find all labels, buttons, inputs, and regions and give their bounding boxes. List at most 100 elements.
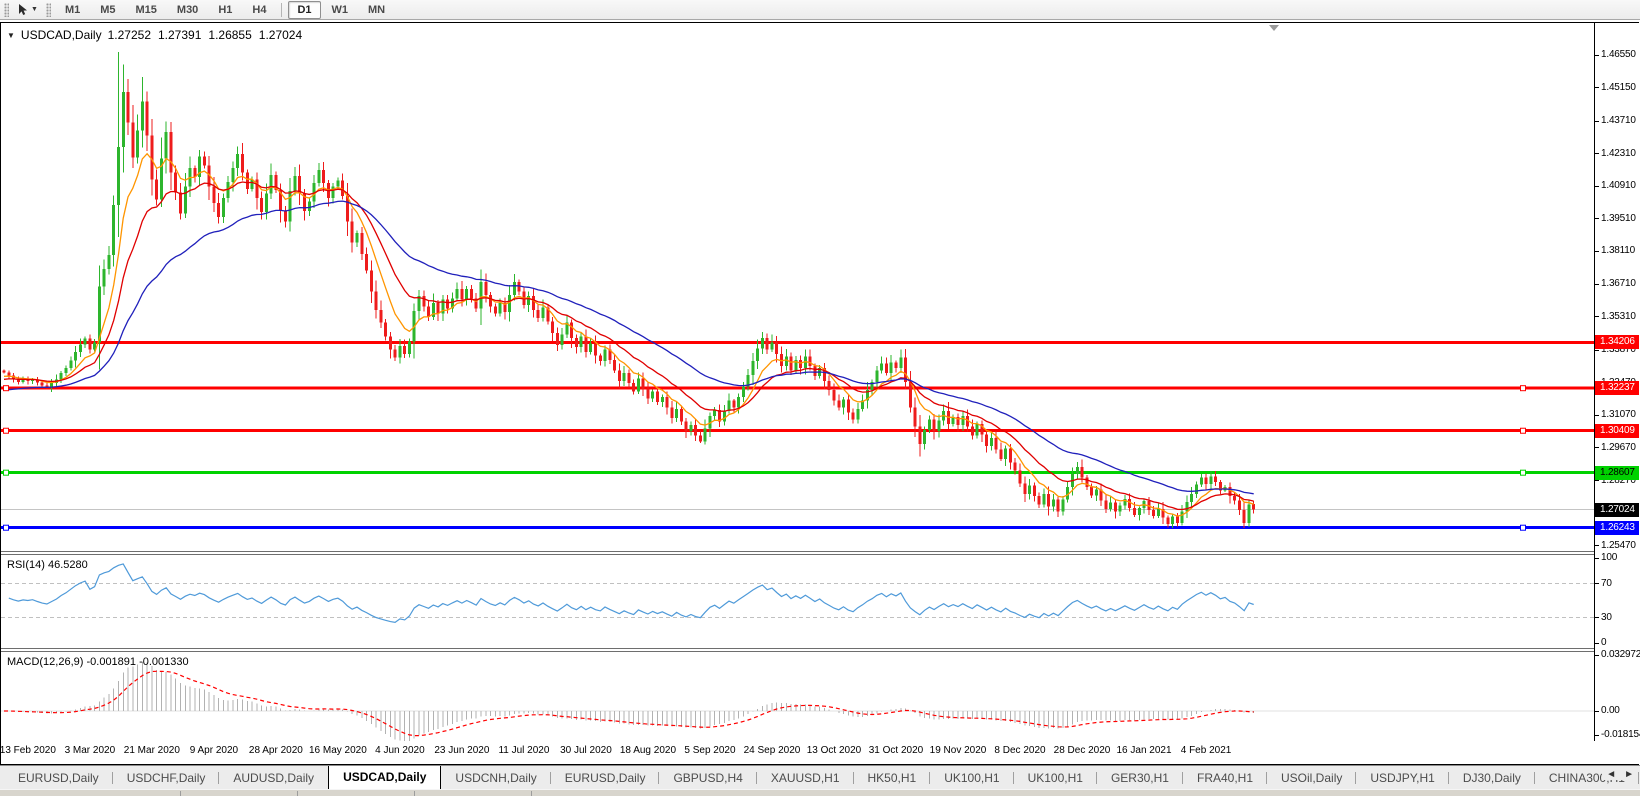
- scroll-left-icon[interactable]: ◄: [1606, 769, 1617, 780]
- chart-tab-usdcnh-daily[interactable]: USDCNH,Daily: [441, 768, 551, 789]
- candle-body: [899, 357, 903, 369]
- timeframe-button-M5[interactable]: M5: [100, 3, 116, 16]
- candles-layer: [2, 51, 1256, 529]
- chart-tab-eurusd-daily[interactable]: EURUSD,Daily: [4, 768, 113, 789]
- chart-tab-hk50-h1[interactable]: HK50,H1: [854, 768, 931, 789]
- timeframe-button-W1[interactable]: W1: [331, 3, 349, 16]
- timeframe-button-M15[interactable]: M15: [135, 3, 157, 16]
- candle-body: [35, 379, 39, 383]
- timeframe-button-H4[interactable]: H4: [252, 3, 267, 16]
- date-label-5-Sep-2020: 5 Sep 2020: [684, 745, 736, 756]
- cursor-tool-button[interactable]: ▼: [13, 0, 42, 20]
- toolbar-grip[interactable]: [4, 2, 9, 17]
- candle-body: [655, 391, 659, 402]
- candle-body: [617, 370, 621, 381]
- candle-body: [851, 412, 855, 420]
- panel-divider[interactable]: [1, 648, 1594, 652]
- tab-separator: [218, 772, 220, 784]
- timeframe-button-D1[interactable]: D1: [288, 0, 321, 19]
- date-label-23-Jun-2020: 23 Jun 2020: [434, 745, 490, 756]
- candle-body: [1166, 517, 1170, 525]
- candle-body: [212, 186, 216, 203]
- candle-body: [441, 299, 445, 314]
- candle-body: [889, 362, 893, 373]
- level-badge-1.26243[interactable]: 1.26243: [1595, 520, 1639, 535]
- level-badge-1.30409[interactable]: 1.30409: [1595, 423, 1639, 438]
- candle-body: [317, 170, 321, 184]
- candle-body: [918, 426, 922, 444]
- ohlc-close: 1.27024: [258, 28, 303, 42]
- chart-tab-dj30-daily[interactable]: DJ30,Daily: [1449, 768, 1535, 789]
- price-tick-1.33870: 1.33870: [1601, 344, 1636, 356]
- chart-tab-uk100-h1[interactable]: UK100,H1: [1014, 768, 1097, 789]
- line-anchor[interactable]: [3, 469, 9, 476]
- candle-body: [274, 174, 278, 191]
- candle-body: [164, 131, 168, 159]
- chart-tab-uk100-h1[interactable]: UK100,H1: [930, 768, 1014, 789]
- tab-scroll-arrows: ◄ ►: [1602, 769, 1638, 780]
- price-tick-1.31070: 1.31070: [1601, 409, 1636, 421]
- scroll-right-icon[interactable]: ►: [1624, 769, 1634, 780]
- line-anchor[interactable]: [1520, 469, 1526, 476]
- candle-body: [374, 291, 378, 310]
- candle-body: [1109, 502, 1113, 509]
- chart-tab-usdcad-daily[interactable]: USDCAD,Daily: [328, 766, 442, 789]
- chart-tab-xauusd-h1[interactable]: XAUUSD,H1: [757, 768, 854, 789]
- chart-tab-audusd-daily[interactable]: AUDUSD,Daily: [233, 771, 315, 785]
- line-anchor[interactable]: [3, 385, 9, 392]
- candle-body: [956, 416, 960, 426]
- ohlc-high: 1.27391: [158, 28, 202, 42]
- candle-body: [455, 288, 459, 299]
- level-badge-1.34206[interactable]: 1.34206: [1595, 335, 1639, 350]
- chart-tab-usoil-daily[interactable]: USOil,Daily: [1267, 768, 1357, 789]
- price-scale[interactable]: 1.46550 1.45150 1.43710 1.42310 1.40910 1.395…: [1595, 23, 1640, 764]
- chart-tab-usdjpy-h1[interactable]: USDJPY,H1: [1356, 768, 1449, 789]
- level-badge-1.32237[interactable]: 1.32237: [1595, 381, 1639, 396]
- timeframe-button-H1[interactable]: H1: [218, 3, 233, 16]
- macd-panel: [1, 661, 1594, 741]
- scale-tick-mark: [1595, 153, 1599, 154]
- timeframe-button-M1[interactable]: M1: [64, 3, 81, 16]
- status-pane-separator: [297, 791, 298, 796]
- date-label-4-Feb-2021: 4 Feb 2021: [1180, 745, 1232, 756]
- candle-body: [1028, 485, 1032, 494]
- ohlc-readout: 1.27252 1.27391 1.26855 1.27024: [108, 28, 303, 42]
- chart-tab-eurusd-daily[interactable]: EURUSD,Daily: [551, 768, 660, 789]
- chart-tab-fra40-h1[interactable]: FRA40,H1: [1183, 768, 1268, 789]
- candle-body: [632, 383, 636, 392]
- candle-body: [140, 101, 144, 131]
- candle-body: [565, 322, 569, 335]
- candle-body: [1175, 516, 1179, 523]
- panel-divider[interactable]: [1, 551, 1594, 555]
- candle-body: [555, 333, 559, 345]
- candle-body: [303, 193, 307, 211]
- chart-tab-usdchf-daily[interactable]: USDCHF,Daily: [113, 768, 220, 789]
- candle-body: [646, 389, 650, 399]
- level-badge-1.28607[interactable]: 1.28607: [1595, 465, 1639, 480]
- date-label-8-Dec-2020: 8 Dec 2020: [994, 745, 1046, 756]
- line-anchor[interactable]: [3, 427, 9, 434]
- timeframe-button-M30[interactable]: M30: [176, 3, 199, 16]
- line-anchor[interactable]: [3, 524, 9, 531]
- toolbar-grip[interactable]: [45, 2, 51, 17]
- candle-body: [660, 397, 664, 402]
- candle-body: [350, 221, 354, 243]
- candle-body: [45, 385, 49, 388]
- candle-body: [789, 356, 793, 371]
- collapse-caret-icon[interactable]: ▼: [7, 30, 15, 40]
- status-pane-separator: [531, 791, 532, 796]
- price-tick-1.45150: 1.45150: [1601, 81, 1636, 93]
- line-anchor[interactable]: [1520, 524, 1526, 531]
- line-anchor[interactable]: [1520, 385, 1526, 392]
- chart-shift-marker-icon[interactable]: [1269, 25, 1279, 31]
- candle-body: [698, 435, 702, 442]
- candle-body: [407, 341, 411, 355]
- date-axis[interactable]: 13 Feb 2020 3 Mar 2020 21 Mar 2020 9 Apr 20…: [0, 741, 1594, 763]
- timeframe-button-MN[interactable]: MN: [368, 3, 386, 16]
- candle-body: [865, 390, 869, 401]
- chart-tab-gbpusd-h4[interactable]: GBPUSD,H4: [659, 768, 757, 789]
- chart-tab-ger30-h1[interactable]: GER30,H1: [1097, 768, 1183, 789]
- line-anchor[interactable]: [1520, 427, 1526, 434]
- current-price-badge[interactable]: 1.27024: [1595, 502, 1639, 517]
- scale-tick-mark: [1595, 251, 1599, 252]
